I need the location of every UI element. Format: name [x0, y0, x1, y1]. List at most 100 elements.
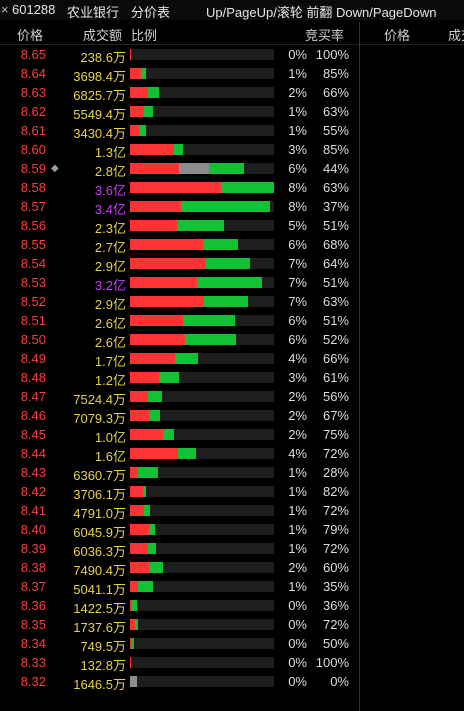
row-volume: 7490.4万	[73, 563, 126, 578]
table-row[interactable]: 8.33 132.8万 0% 100%	[0, 653, 359, 673]
table-row[interactable]: 8.43 6360.7万 1% 28%	[0, 463, 359, 483]
table-row[interactable]: 8.62 5549.4万 1% 63%	[0, 102, 359, 122]
buy-bar-segment	[130, 144, 174, 155]
row-price: 8.47	[20, 389, 46, 404]
row-price: 8.35	[20, 617, 46, 632]
row-volume: 2.9亿	[94, 259, 126, 274]
header-bid-ratio: 竞买率	[305, 28, 345, 43]
ratio-bar	[130, 68, 274, 79]
row-bid-ratio: 100%	[315, 655, 349, 670]
table-row[interactable]: 8.45 1.0亿 2% 75%	[0, 425, 359, 445]
table-row[interactable]: 8.61 3430.4万 1% 55%	[0, 121, 359, 141]
table-row[interactable]: 8.51 2.6亿 6% 51%	[0, 311, 359, 331]
sell-bar-segment	[144, 106, 153, 117]
row-price: 8.62	[20, 104, 46, 119]
table-row[interactable]: 8.65 238.6万 0% 100%	[0, 45, 359, 65]
row-volume: 3698.4万	[73, 69, 126, 84]
table-row[interactable]: 8.54 2.9亿 7% 64%	[0, 254, 359, 274]
row-price: 8.44	[20, 446, 46, 461]
table-row[interactable]: 8.56 2.3亿 5% 51%	[0, 216, 359, 236]
ratio-bar	[130, 296, 274, 307]
table-row[interactable]: 8.63 6825.7万 2% 66%	[0, 83, 359, 103]
stock-name: 农业银行	[67, 5, 120, 20]
table-row[interactable]: 8.60 1.3亿 3% 85%	[0, 140, 359, 160]
row-percent: 0%	[288, 655, 307, 670]
ratio-bar	[130, 315, 274, 326]
row-price: 8.60	[20, 142, 46, 157]
ratio-bar	[130, 505, 274, 516]
row-percent: 7%	[288, 294, 307, 309]
buy-bar-segment	[130, 505, 144, 516]
table-row[interactable]: 8.46 7079.3万 2% 67%	[0, 406, 359, 426]
row-bid-ratio: 85%	[322, 142, 349, 157]
row-bid-ratio: 37%	[322, 199, 349, 214]
row-volume: 749.5万	[80, 639, 126, 654]
row-price: 8.54	[20, 256, 46, 271]
buy-bar-segment	[130, 258, 206, 269]
row-bid-ratio: 44%	[322, 161, 349, 176]
table-row[interactable]: 8.59 ◆ 2.8亿 6% 44%	[0, 159, 359, 179]
buy-bar-segment	[130, 68, 141, 79]
ratio-bar	[130, 201, 274, 212]
row-price: 8.59	[20, 161, 46, 176]
table-row[interactable]: 8.42 3706.1万 1% 82%	[0, 482, 359, 502]
table-row[interactable]: 8.38 7490.4万 2% 60%	[0, 558, 359, 578]
table-row[interactable]: 8.50 2.6亿 6% 52%	[0, 330, 359, 350]
row-bid-ratio: 51%	[322, 218, 349, 233]
row-percent: 7%	[288, 275, 307, 290]
table-row[interactable]: 8.35 1737.6万 0% 72%	[0, 615, 359, 635]
row-price: 8.63	[20, 85, 46, 100]
table-row[interactable]: 8.39 6036.3万 1% 72%	[0, 539, 359, 559]
table-row[interactable]: 8.49 1.7亿 4% 66%	[0, 349, 359, 369]
row-bid-ratio: 64%	[322, 256, 349, 271]
close-icon[interactable]: ×	[1, 2, 9, 17]
table-row[interactable]: 8.34 749.5万 0% 50%	[0, 634, 359, 654]
tab-price-distribution[interactable]: 分价表	[131, 5, 171, 20]
table-row[interactable]: 8.40 6045.9万 1% 79%	[0, 520, 359, 540]
row-volume: 6360.7万	[73, 468, 126, 483]
sell-bar-segment	[206, 258, 250, 269]
sell-bar-segment	[144, 505, 150, 516]
table-row[interactable]: 8.44 1.6亿 4% 72%	[0, 444, 359, 464]
ratio-bar	[130, 334, 274, 345]
table-row[interactable]: 8.41 4791.0万 1% 72%	[0, 501, 359, 521]
table-row[interactable]: 8.32 1646.5万 0% 0%	[0, 672, 359, 692]
stock-code: 601288	[12, 2, 56, 17]
ratio-bar	[130, 87, 274, 98]
table-row[interactable]: 8.58 3.6亿 8% 63%	[0, 178, 359, 198]
table-row[interactable]: 8.64 3698.4万 1% 85%	[0, 64, 359, 84]
buy-bar-segment	[130, 220, 177, 231]
ratio-bar	[130, 106, 274, 117]
row-percent: 3%	[288, 370, 307, 385]
row-volume: 3.2亿	[94, 278, 126, 293]
row-price: 8.52	[20, 294, 46, 309]
row-volume: 3430.4万	[73, 126, 126, 141]
table-row[interactable]: 8.47 7524.4万 2% 56%	[0, 387, 359, 407]
row-percent: 0%	[288, 598, 307, 613]
row-volume: 7524.4万	[73, 392, 126, 407]
row-price: 8.57	[20, 199, 46, 214]
table-row[interactable]: 8.55 2.7亿 6% 68%	[0, 235, 359, 255]
table-row[interactable]: 8.53 3.2亿 7% 51%	[0, 273, 359, 293]
row-volume: 1646.5万	[73, 677, 126, 692]
row-bid-ratio: 55%	[322, 123, 349, 138]
buy-bar-segment	[130, 524, 149, 535]
sell-bar-segment	[181, 201, 270, 212]
row-price: 8.38	[20, 560, 46, 575]
ratio-bar	[130, 429, 274, 440]
table-row[interactable]: 8.48 1.2亿 3% 61%	[0, 368, 359, 388]
neutral-bar-segment	[130, 676, 137, 687]
table-row[interactable]: 8.36 1422.5万 0% 36%	[0, 596, 359, 616]
row-percent: 0%	[288, 47, 307, 62]
ratio-bar	[130, 239, 274, 250]
row-bid-ratio: 66%	[322, 85, 349, 100]
table-row[interactable]: 8.57 3.4亿 8% 37%	[0, 197, 359, 217]
table-row[interactable]: 8.37 5041.1万 1% 35%	[0, 577, 359, 597]
buy-bar-segment	[130, 486, 143, 497]
row-volume: 2.6亿	[94, 316, 126, 331]
sell-bar-segment	[221, 182, 274, 193]
buy-bar-segment	[130, 467, 138, 478]
row-percent: 6%	[288, 237, 307, 252]
row-percent: 8%	[288, 199, 307, 214]
table-row[interactable]: 8.52 2.9亿 7% 63%	[0, 292, 359, 312]
